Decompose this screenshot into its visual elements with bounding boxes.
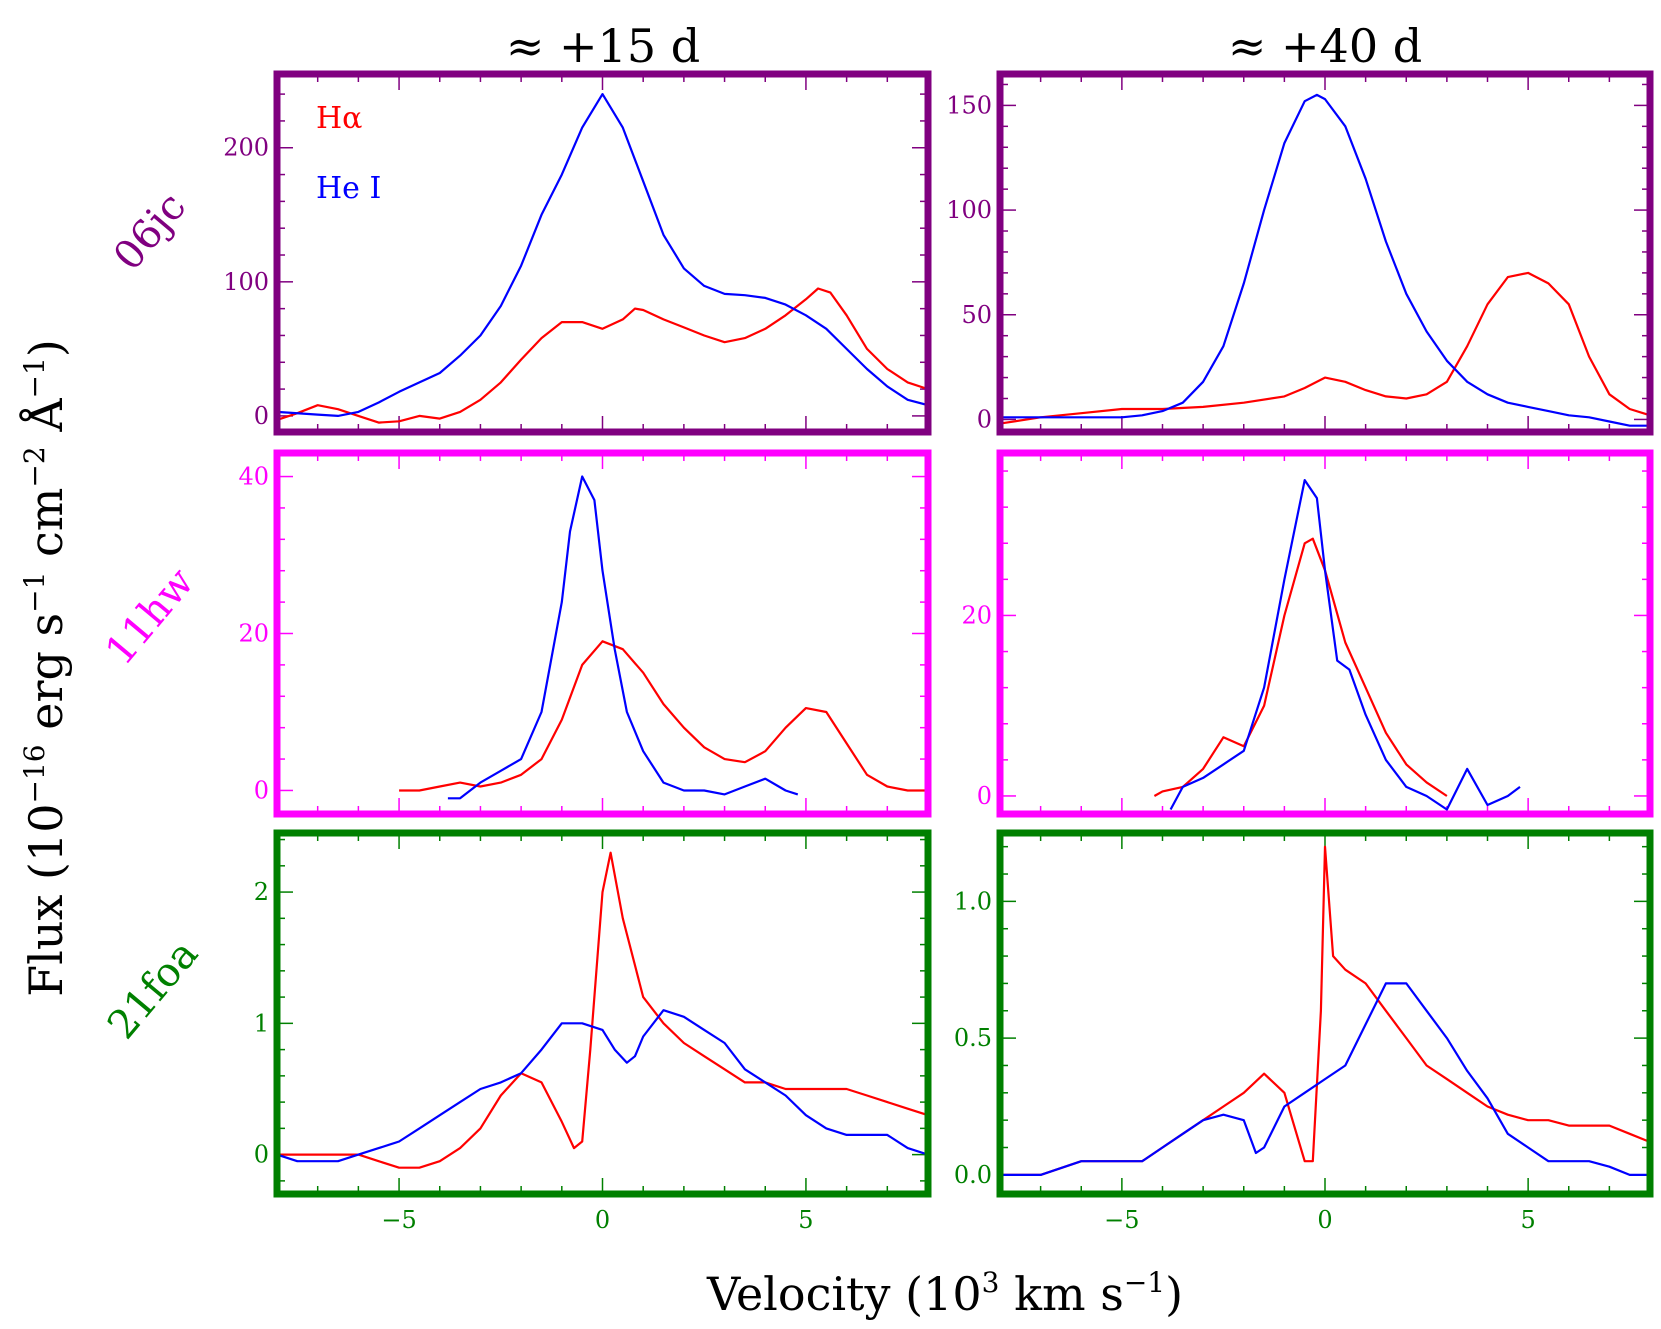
- series-line-h: [1000, 845, 1650, 1176]
- panel-06jc-15d: 0 100 200 Hα He I: [223, 70, 932, 436]
- y-axis-title: Flux (10−16 erg s−1 cm−2 Å−1): [18, 339, 73, 997]
- series-group: [1000, 93, 1650, 427]
- panel-11hw-40d: 0 20: [961, 449, 1654, 818]
- x-tick-label: 0: [1317, 1206, 1332, 1234]
- y-tick-label: 1: [254, 1009, 269, 1037]
- y-tick-label: 200: [223, 134, 269, 162]
- legend-entry-he-i: He I: [316, 171, 381, 206]
- series-group: [1000, 845, 1650, 1176]
- series-line-he-i: [447, 475, 799, 800]
- panel-21foa-40d: 0.0 0.5 1.0 −5 0 5: [954, 829, 1654, 1234]
- panel-frame: [273, 829, 932, 1198]
- panel-frame: [996, 449, 1654, 818]
- series-line-h: [1153, 537, 1448, 797]
- panel-frame: [996, 70, 1654, 436]
- series-group: [277, 93, 928, 424]
- series-line-h: [277, 851, 928, 1169]
- series-line-h: [1000, 271, 1650, 425]
- y-tick-label: 1.0: [954, 887, 992, 915]
- x-tick-label: 5: [1520, 1206, 1535, 1234]
- x-tick-label: −5: [381, 1206, 416, 1234]
- y-tick-label: 100: [946, 196, 992, 224]
- panel-frame: [273, 449, 932, 818]
- panel-21foa-15d: 0 1 2 −5 0 5: [254, 829, 932, 1234]
- panel-frame: [996, 829, 1654, 1198]
- series-line-he-i: [277, 1009, 928, 1163]
- y-tick-label: 0: [254, 776, 269, 804]
- y-tick-label: 20: [238, 620, 269, 648]
- row-label-06jc: 06jc: [105, 184, 195, 279]
- series-group: [1153, 479, 1521, 811]
- y-tick-label: 0: [977, 405, 992, 433]
- x-tick-label: 0: [595, 1206, 610, 1234]
- y-tick-label: 100: [223, 268, 269, 296]
- y-tick-label: 0.0: [954, 1161, 992, 1189]
- panel-frame: [273, 70, 932, 436]
- series-line-he-i: [277, 93, 928, 417]
- x-tick-label: 5: [798, 1206, 813, 1234]
- row-label-11hw: 11hw: [97, 559, 204, 674]
- x-tick-label: −5: [1104, 1206, 1139, 1234]
- panel-11hw-15d: 0 20 40: [238, 449, 932, 818]
- column-title-15d: ≈ +15 d: [506, 19, 700, 73]
- series-group: [277, 851, 928, 1169]
- legend-entry-h: Hα: [316, 101, 362, 136]
- column-title-40d: ≈ +40 d: [1228, 19, 1422, 73]
- y-tick-label: 0.5: [954, 1024, 992, 1052]
- x-axis-title: Velocity (103 km s−1): [706, 1266, 1183, 1321]
- y-tick-label: 150: [946, 91, 992, 119]
- series-line-h: [277, 287, 928, 424]
- series-line-h: [399, 640, 928, 792]
- y-tick-label: 20: [961, 601, 992, 629]
- series-line-he-i: [1000, 982, 1650, 1176]
- series-group: [399, 475, 928, 800]
- series-line-he-i: [1000, 93, 1650, 427]
- row-label-21foa: 21foa: [99, 931, 207, 1048]
- y-tick-label: 0: [254, 1141, 269, 1169]
- panel-06jc-40d: 0 50 100 150: [946, 70, 1654, 436]
- y-tick-label: 2: [254, 878, 269, 906]
- y-tick-label: 0: [977, 782, 992, 810]
- y-tick-label: 50: [961, 301, 992, 329]
- series-line-he-i: [1169, 479, 1521, 811]
- y-tick-label: 40: [238, 463, 269, 491]
- y-tick-label: 0: [254, 402, 269, 430]
